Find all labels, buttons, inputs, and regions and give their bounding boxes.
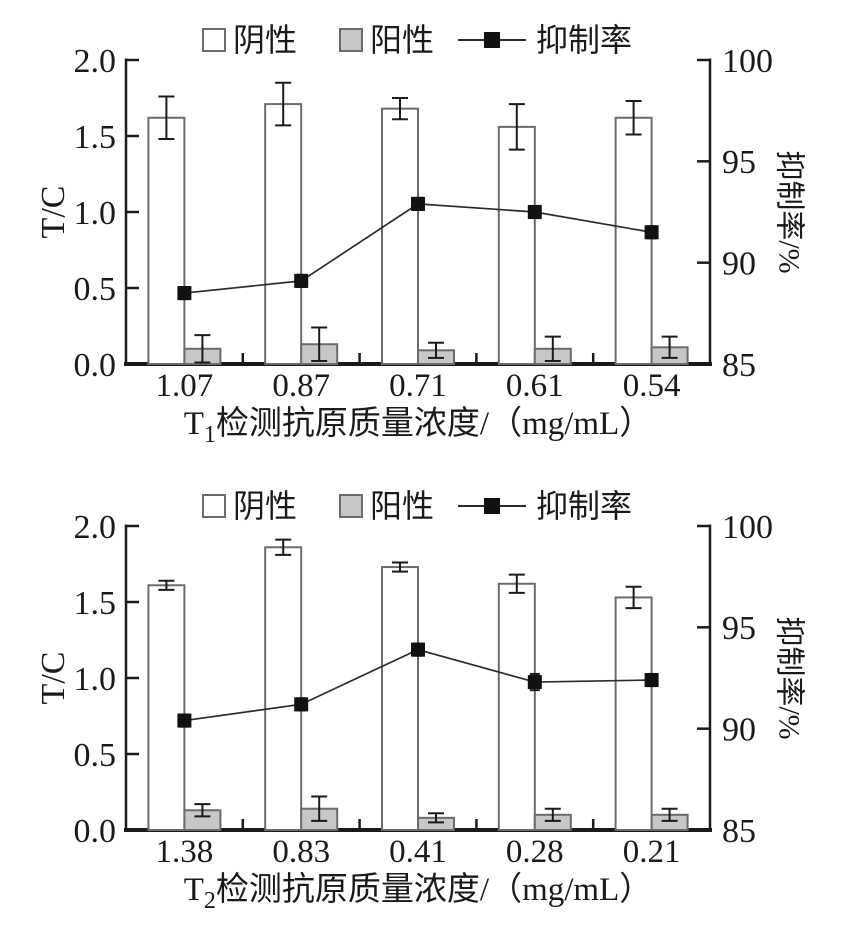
x-tick-label: 1.38 <box>156 834 214 870</box>
x-tick-label: 0.71 <box>389 368 447 404</box>
x-tick-label: 0.87 <box>272 368 330 404</box>
left-tick-label: 0.0 <box>74 813 117 850</box>
negative-bar <box>381 566 419 831</box>
legend-label-inhibition: 抑制率 <box>536 488 632 524</box>
x-tick-label: 0.54 <box>623 368 681 404</box>
negative-bar <box>614 116 653 366</box>
inhibition-marker <box>294 697 309 712</box>
chart-t2: 0.0 0.5 1.0 1.5 2.0 85 90 95 100 1.38 0.83 0.41 0.28… <box>35 488 806 914</box>
left-tick-label: 0.5 <box>74 737 117 774</box>
x-tick-label: 0.41 <box>389 834 447 870</box>
negative-bar <box>264 546 303 831</box>
y-axis-title-left: T/C <box>35 186 72 239</box>
legend-marker-inhibition <box>484 498 500 514</box>
right-tick-label: 95 <box>722 610 756 647</box>
negative-bar <box>497 125 536 365</box>
left-tick-label: 1.5 <box>74 119 117 156</box>
y-axis-title-right: 抑制率/% <box>773 150 806 273</box>
left-tick-label: 0.0 <box>74 347 117 384</box>
right-tick-label: 100 <box>722 509 773 546</box>
y-axis-title-right: 抑制率/% <box>773 616 806 739</box>
negative-bar <box>614 596 653 831</box>
legend-label-negative: 阴性 <box>233 22 297 58</box>
inhibition-marker <box>177 286 192 301</box>
right-tick-label: 95 <box>722 144 756 181</box>
right-tick-label: 100 <box>722 43 773 80</box>
right-tick-label: 85 <box>722 347 756 384</box>
legend-swatch-negative <box>202 494 226 518</box>
x-axis-title: T1检测抗原质量浓度/（mg/mL） <box>184 405 653 448</box>
negative-bar <box>497 582 536 832</box>
legend-label-negative: 阴性 <box>233 488 297 524</box>
left-tick-label: 0.5 <box>74 271 117 308</box>
x-tick-label: 0.21 <box>623 834 681 870</box>
y-axis-title-left: T/C <box>35 652 72 705</box>
inhibition-marker <box>527 205 542 219</box>
negative-bar <box>147 116 186 366</box>
legend-swatch-positive <box>339 494 363 518</box>
inhibition-marker <box>177 713 192 728</box>
legend-label-positive: 阳性 <box>370 488 434 524</box>
negative-bar <box>147 584 186 831</box>
inhibition-marker <box>411 196 425 211</box>
left-tick-label: 1.0 <box>74 661 117 698</box>
left-tick-label: 1.0 <box>74 195 117 232</box>
inhibition-marker <box>411 642 425 657</box>
inhibition-marker <box>294 273 309 288</box>
negative-bar <box>381 107 419 365</box>
x-tick-label: 0.61 <box>506 368 564 404</box>
x-tick-label: 0.28 <box>506 834 564 870</box>
x-axis-title: T2检测抗原质量浓度/（mg/mL） <box>184 871 653 914</box>
legend-swatch-negative <box>202 28 226 52</box>
legend-label-positive: 阳性 <box>370 22 434 58</box>
left-tick-label: 2.0 <box>74 509 117 546</box>
left-tick-label: 2.0 <box>74 43 117 80</box>
x-tick-label: 0.83 <box>272 834 330 870</box>
x-tick-label: 1.07 <box>156 368 214 404</box>
right-tick-label: 90 <box>722 246 756 283</box>
right-tick-label: 85 <box>722 813 756 850</box>
legend-label-inhibition: 抑制率 <box>536 22 632 58</box>
negative-bar <box>264 103 303 366</box>
inhibition-marker <box>644 673 659 688</box>
right-tick-label: 90 <box>722 712 756 749</box>
chart-t1: 0.0 0.5 1.0 1.5 2.0 85 90 95 100 1.07 0.87 0.71 0.61… <box>35 22 806 448</box>
inhibition-marker <box>527 675 542 690</box>
inhibition-marker <box>644 225 659 240</box>
legend-marker-inhibition <box>484 32 500 48</box>
left-tick-label: 1.5 <box>74 585 117 622</box>
legend-swatch-positive <box>339 28 363 52</box>
